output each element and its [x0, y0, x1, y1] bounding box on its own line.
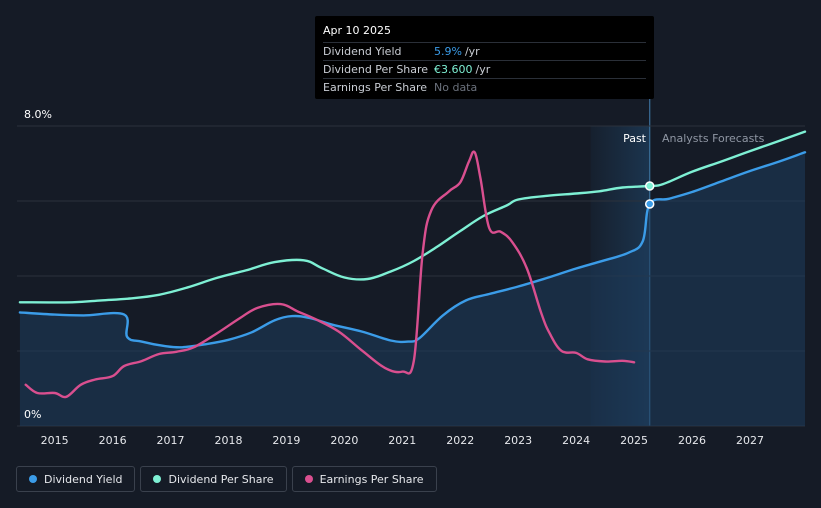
legend-dot-icon: [153, 475, 162, 483]
dividend-yield-area: [19, 152, 805, 427]
tooltip-unit: /yr: [475, 63, 491, 76]
hover-tooltip: Apr 10 2025 Dividend Yield 5.9% /yr Divi…: [315, 16, 654, 99]
legend: Dividend Yield Dividend Per Share Earnin…: [16, 466, 437, 492]
x-tick-label: 2017: [157, 434, 185, 447]
y-tick-label: 0%: [24, 408, 41, 421]
x-tick-label: 2026: [678, 434, 706, 447]
tooltip-value: 5.9%: [434, 45, 462, 58]
tooltip-label: Dividend Per Share: [323, 63, 429, 76]
tooltip-row-earnings-per-share: Earnings Per Share No data: [323, 78, 646, 96]
earnings-per-share-line: [24, 150, 636, 399]
x-tick-label: 2021: [388, 434, 416, 447]
legend-label: Earnings Per Share: [319, 472, 424, 486]
x-tick-label: 2019: [272, 434, 300, 447]
tooltip-label: Dividend Yield: [323, 45, 402, 58]
x-tick-label: 2020: [330, 434, 358, 447]
tooltip-date: Apr 10 2025: [323, 24, 392, 37]
dividend-per-share-line: [18, 130, 807, 304]
dividend-yield-marker: [644, 199, 655, 209]
x-tick-label: 2027: [736, 434, 764, 447]
legend-item-dividend-yield[interactable]: Dividend Yield: [16, 466, 136, 492]
y-tick-label: 8.0%: [24, 108, 52, 121]
legend-dot-icon: [304, 475, 313, 483]
dividend-per-share-marker: [644, 181, 655, 191]
tooltip-value: No data: [434, 81, 478, 94]
x-tick-label: 2024: [562, 434, 590, 447]
legend-label: Dividend Per Share: [168, 472, 274, 486]
x-tick-label: 2022: [446, 434, 474, 447]
x-tick-label: 2015: [41, 434, 69, 447]
legend-item-earnings-per-share[interactable]: Earnings Per Share: [291, 466, 437, 492]
legend-item-dividend-per-share[interactable]: Dividend Per Share: [140, 466, 287, 492]
tooltip-label: Earnings Per Share: [323, 81, 428, 94]
x-tick-label: 2018: [214, 434, 242, 447]
x-tick-label: 2025: [620, 434, 648, 447]
tooltip-value: €3.600: [434, 63, 473, 76]
dividend-yield-line: [18, 151, 807, 349]
zone-label-forecast: Analysts Forecasts: [662, 132, 765, 145]
x-tick-label: 2016: [99, 434, 127, 447]
zone-label-past: Past: [623, 132, 647, 145]
legend-label: Dividend Yield: [44, 472, 123, 486]
legend-dot-icon: [29, 475, 37, 483]
tooltip-unit: /yr: [464, 45, 480, 58]
tooltip-row-dividend-per-share: Dividend Per Share €3.600 /yr: [323, 60, 646, 78]
x-tick-label: 2023: [504, 434, 532, 447]
tooltip-row-dividend-yield: Dividend Yield 5.9% /yr: [323, 42, 646, 60]
